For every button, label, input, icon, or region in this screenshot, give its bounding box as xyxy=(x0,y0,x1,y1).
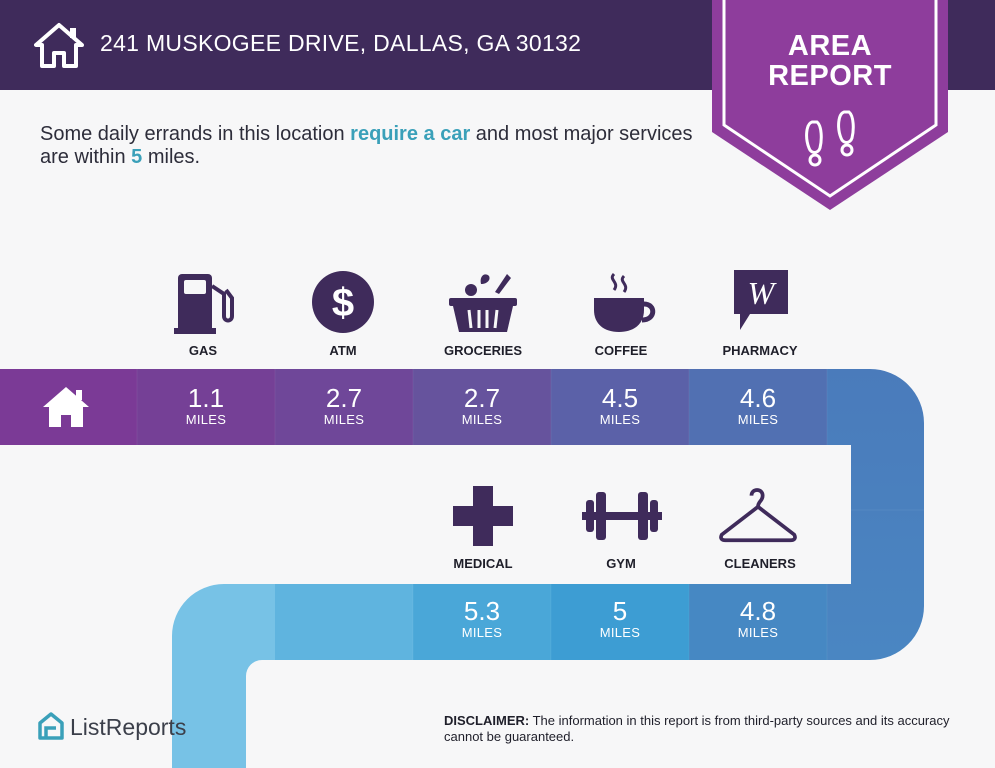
label-gas: GAS xyxy=(188,343,218,358)
distance-value: 4.5 xyxy=(601,383,639,413)
intro-text-1: Some daily errands in this location xyxy=(40,123,351,145)
distance-unit: MILES xyxy=(599,625,641,640)
distance-groceries: 2.7 MILES xyxy=(413,384,551,427)
distance-value: 1.1 xyxy=(187,383,225,413)
gas-pump-icon xyxy=(174,274,234,334)
medical-cross-icon xyxy=(453,486,513,546)
disclaimer-label: DISCLAIMER: xyxy=(444,713,530,728)
coffee-cup-icon xyxy=(594,272,656,332)
disclaimer-text: The information in this report is from t… xyxy=(444,713,950,744)
distance-medical: 5.3 MILES xyxy=(413,597,551,640)
dollar-icon: $ xyxy=(312,271,374,333)
svg-text:$: $ xyxy=(332,281,354,325)
distance-gas: 1.1 MILES xyxy=(137,384,275,427)
distance-unit: MILES xyxy=(737,625,779,640)
distance-value: 2.7 xyxy=(325,383,363,413)
label-groceries: GROCERIES xyxy=(443,343,522,358)
distance-unit: MILES xyxy=(461,412,503,427)
distance-gym: 5 MILES xyxy=(551,597,689,640)
area-report-badge: AREA REPORT xyxy=(712,0,948,210)
disclaimer: DISCLAIMER: The information in this repo… xyxy=(444,713,964,745)
badge-title-line2: REPORT xyxy=(768,60,892,92)
label-cleaners: CLEANERS xyxy=(724,556,796,571)
label-medical: MEDICAL xyxy=(453,556,513,571)
pharmacy-w-icon: W xyxy=(734,270,788,330)
listreports-logo-icon xyxy=(38,712,64,740)
distance-coffee: 4.5 MILES xyxy=(551,384,689,427)
distance-atm: 2.7 MILES xyxy=(275,384,413,427)
distance-value: 4.8 xyxy=(739,596,777,626)
distance-unit: MILES xyxy=(737,412,779,427)
distance-value: 5.3 xyxy=(463,596,501,626)
label-coffee: COFFEE xyxy=(594,343,648,358)
distance-pharmacy: 4.6 MILES xyxy=(689,384,827,427)
house-icon xyxy=(34,23,84,68)
dumbbell-icon xyxy=(582,492,662,540)
distance-unit: MILES xyxy=(323,412,365,427)
intro-highlight-car: require a car xyxy=(350,123,471,145)
hanger-icon xyxy=(719,488,797,543)
distance-value: 5 xyxy=(612,596,628,626)
intro-highlight-miles: 5 xyxy=(131,146,143,168)
distance-unit: MILES xyxy=(461,625,503,640)
svg-text:W: W xyxy=(748,275,778,311)
home-start-icon xyxy=(43,387,89,427)
distance-unit: MILES xyxy=(185,412,227,427)
distance-cleaners: 4.8 MILES xyxy=(689,597,827,640)
badge-title-line1: AREA xyxy=(787,30,873,62)
intro-summary: Some daily errands in this location requ… xyxy=(40,123,700,169)
label-pharmacy: PHARMACY xyxy=(722,343,798,358)
label-atm: ATM xyxy=(329,343,357,358)
property-address: 241 MUSKOGEE DRIVE, DALLAS, GA 30132 xyxy=(100,30,582,56)
intro-text-3: miles. xyxy=(142,146,201,168)
intro-text-2: and most major services are within xyxy=(40,123,693,168)
distance-value: 4.6 xyxy=(739,383,777,413)
grocery-basket-icon xyxy=(449,274,517,332)
distance-value: 2.7 xyxy=(463,383,501,413)
distance-unit: MILES xyxy=(599,412,641,427)
footprints-icon xyxy=(805,110,855,167)
label-gym: GYM xyxy=(606,556,636,571)
listreports-logo-text: ListReports xyxy=(70,714,187,740)
